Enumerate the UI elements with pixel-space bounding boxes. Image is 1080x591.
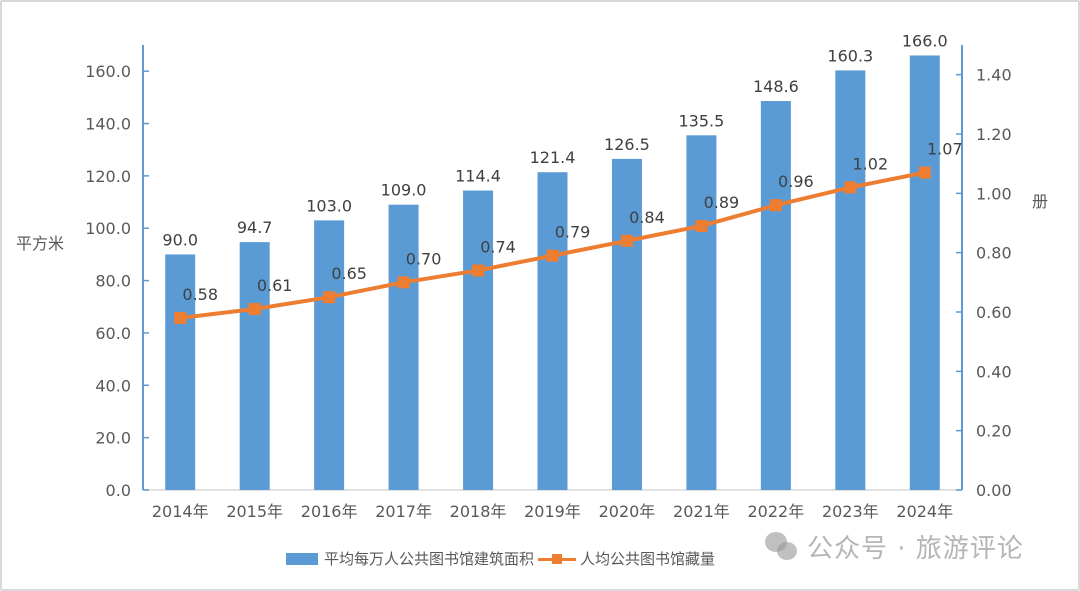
bar bbox=[463, 190, 494, 490]
right-axis-tick-label: 1.20 bbox=[976, 125, 1012, 144]
legend: 平均每万人公共图书馆建筑面积 人均公共图书馆藏量 bbox=[286, 548, 715, 569]
bar-data-label: 126.5 bbox=[604, 135, 650, 154]
left-axis-label: 平方米 bbox=[16, 234, 64, 253]
watermark-text: 公众号 · 旅游评论 bbox=[807, 534, 1024, 564]
line-marker bbox=[546, 249, 559, 262]
line-data-label: 0.74 bbox=[480, 237, 516, 256]
bar bbox=[239, 242, 270, 490]
bar bbox=[611, 158, 642, 490]
line-data-label: 0.89 bbox=[704, 193, 740, 212]
line-data-label: 1.07 bbox=[927, 140, 963, 159]
left-axis-tick-label: 120.0 bbox=[85, 167, 131, 186]
bar bbox=[760, 101, 791, 491]
bar bbox=[686, 135, 717, 490]
line-marker bbox=[769, 199, 782, 212]
line-data-label: 0.96 bbox=[778, 172, 814, 191]
x-axis-tick-label: 2015年 bbox=[226, 502, 283, 521]
right-axis-tick-label: 1.40 bbox=[976, 66, 1012, 85]
x-axis-tick-label: 2023年 bbox=[822, 502, 879, 521]
watermark: 公众号 · 旅游评论 bbox=[765, 528, 1024, 565]
line-data-label: 0.79 bbox=[555, 223, 591, 242]
right-axis-label: 册 bbox=[1032, 192, 1048, 211]
right-axis-tick-label: 0.20 bbox=[976, 422, 1012, 441]
bar-data-label: 103.0 bbox=[306, 196, 352, 215]
line-data-label: 0.70 bbox=[406, 249, 442, 268]
right-axis-tick-label: 0.40 bbox=[976, 362, 1012, 381]
line-marker bbox=[844, 181, 857, 194]
line-data-label: 1.02 bbox=[853, 154, 889, 173]
right-axis-tick-label: 0.60 bbox=[976, 303, 1012, 322]
left-axis-tick-label: 80.0 bbox=[95, 272, 131, 291]
x-axis-tick-label: 2017年 bbox=[375, 502, 432, 521]
bar bbox=[388, 204, 419, 491]
right-axis-tick-label: 0.00 bbox=[976, 481, 1012, 500]
line-marker bbox=[174, 311, 187, 324]
left-axis-tick-label: 20.0 bbox=[95, 429, 131, 448]
legend-line-label: 人均公共图书馆藏量 bbox=[580, 550, 716, 568]
left-axis-tick-label: 160.0 bbox=[85, 62, 131, 81]
right-axis-tick-label: 0.80 bbox=[976, 244, 1012, 263]
line-data-label: 0.65 bbox=[331, 264, 367, 283]
line-data-label: 0.84 bbox=[629, 208, 665, 227]
bar-data-label: 166.0 bbox=[902, 31, 948, 50]
line-marker bbox=[918, 166, 931, 179]
line-marker bbox=[248, 303, 261, 316]
left-axis-tick-label: 140.0 bbox=[85, 115, 131, 134]
left-axis-tick-label: 40.0 bbox=[95, 376, 131, 395]
bar-data-label: 94.7 bbox=[237, 218, 273, 237]
bar-data-label: 148.6 bbox=[753, 77, 799, 96]
x-axis-tick-label: 2020年 bbox=[599, 502, 656, 521]
x-axis-tick-label: 2022年 bbox=[747, 502, 804, 521]
bar bbox=[909, 55, 940, 491]
bar bbox=[314, 220, 345, 490]
line-marker bbox=[695, 219, 708, 232]
x-axis-tick-label: 2016年 bbox=[301, 502, 358, 521]
legend-line-swatch bbox=[538, 553, 577, 565]
bar-data-label: 160.3 bbox=[827, 46, 873, 65]
line-marker bbox=[472, 264, 485, 277]
x-axis-tick-label: 2018年 bbox=[450, 502, 507, 521]
bar-data-label: 109.0 bbox=[381, 181, 427, 200]
line-marker bbox=[323, 291, 336, 304]
legend-bar-swatch bbox=[286, 552, 318, 565]
bar bbox=[835, 70, 866, 490]
bar-data-label: 135.5 bbox=[679, 111, 725, 130]
line-marker bbox=[397, 276, 410, 289]
x-axis-tick-label: 2019年 bbox=[524, 502, 581, 521]
line-data-label: 0.58 bbox=[182, 285, 218, 304]
legend-bar-label: 平均每万人公共图书馆建筑面积 bbox=[324, 550, 535, 568]
bar bbox=[165, 254, 196, 490]
line-marker bbox=[620, 234, 633, 247]
bar-data-label: 90.0 bbox=[162, 230, 198, 249]
wechat-icon bbox=[765, 531, 799, 562]
line-data-label: 0.61 bbox=[257, 276, 293, 295]
x-axis-tick-label: 2024年 bbox=[896, 502, 953, 521]
bar-data-label: 121.4 bbox=[530, 148, 576, 167]
left-axis-tick-label: 60.0 bbox=[95, 324, 131, 343]
x-axis-tick-label: 2021年 bbox=[673, 502, 730, 521]
left-axis-tick-label: 0.0 bbox=[106, 481, 131, 500]
right-axis-tick-label: 1.00 bbox=[976, 184, 1012, 203]
bar bbox=[537, 172, 568, 490]
bar-data-label: 114.4 bbox=[455, 167, 501, 186]
left-axis-tick-label: 100.0 bbox=[85, 219, 131, 238]
x-axis-tick-label: 2014年 bbox=[152, 502, 209, 521]
